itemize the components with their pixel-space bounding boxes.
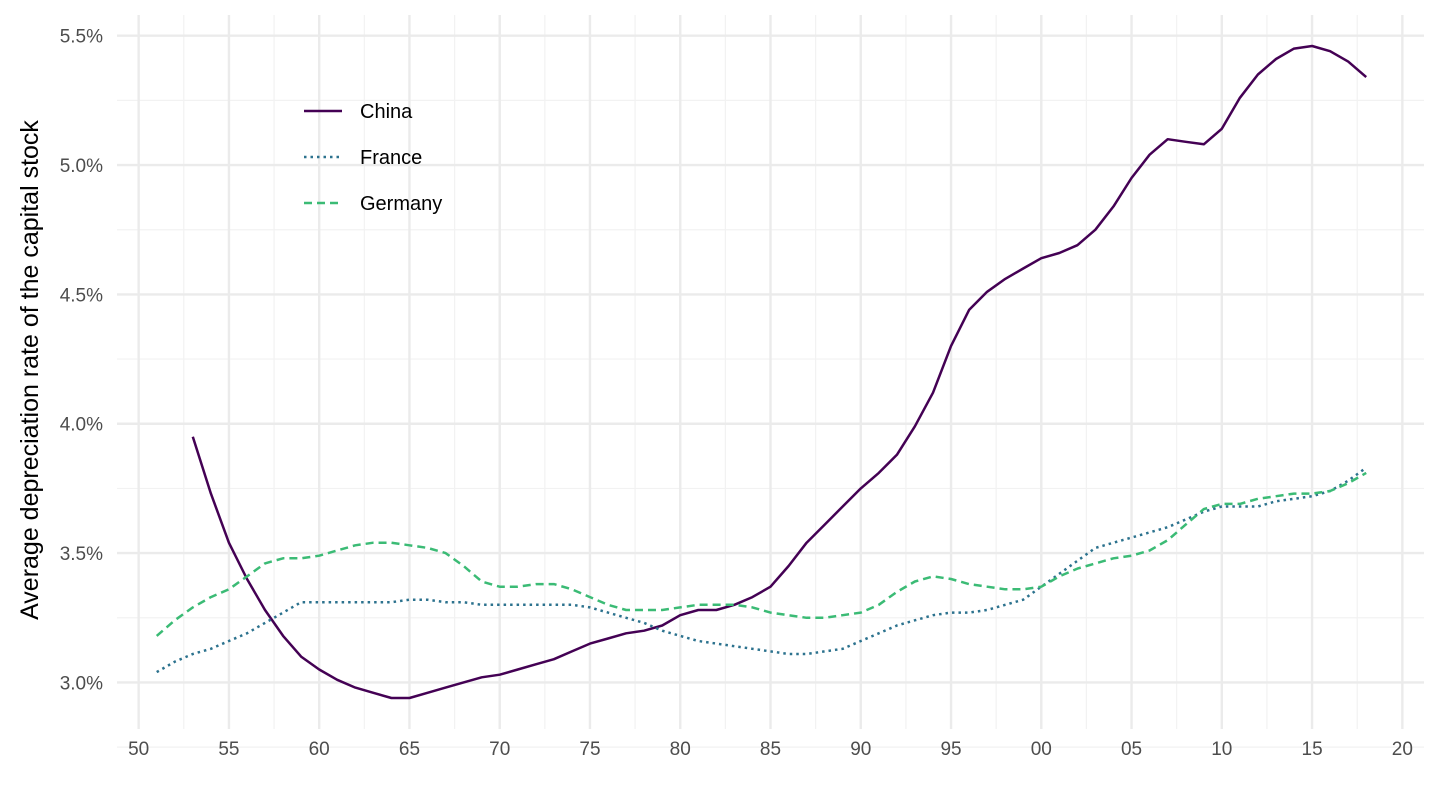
x-tick-label: 95 [940, 739, 961, 760]
x-tick-label: 55 [218, 739, 239, 760]
series-lines [155, 44, 1368, 700]
x-tick-label: 90 [850, 739, 871, 760]
x-tick-label: 05 [1121, 739, 1142, 760]
legend-label-germany: Germany [360, 193, 442, 215]
major-gridlines [117, 15, 1424, 729]
x-tick-label: 60 [309, 739, 330, 760]
y-tick-label: 3.5% [60, 544, 103, 565]
x-tick-label: 70 [489, 739, 510, 760]
x-tick-label: 00 [1031, 739, 1052, 760]
legend-label-china: China [360, 101, 413, 123]
series-line-france [156, 466, 1367, 674]
x-tick-label: 15 [1302, 739, 1323, 760]
y-tick-label: 5.0% [60, 156, 103, 177]
series-line-germany [155, 471, 1367, 637]
x-tick-label: 10 [1211, 739, 1232, 760]
legend: China France Germany [304, 101, 442, 215]
x-tick-label: 75 [579, 739, 600, 760]
y-tick-label: 5.5% [60, 27, 103, 48]
y-tick-label: 3.0% [60, 673, 103, 694]
x-tick-label: 85 [760, 739, 781, 760]
y-tick-label: 4.0% [60, 415, 103, 436]
series-line-china [191, 44, 1368, 700]
x-axis-tick-labels: 50 55 60 65 70 75 80 85 90 95 00 05 10 15 20 [128, 739, 1413, 760]
x-tick-label: 50 [128, 739, 149, 760]
y-tick-label: 4.5% [60, 285, 103, 306]
y-axis-title: Average depreciation rate of the capital… [16, 120, 44, 620]
x-tick-label: 80 [670, 739, 691, 760]
x-tick-label: 65 [399, 739, 420, 760]
y-axis-tick-labels: 3.0% 3.5% 4.0% 4.5% 5.0% 5.5% [60, 27, 103, 695]
legend-label-france: France [360, 147, 422, 169]
x-tick-label: 20 [1392, 739, 1413, 760]
